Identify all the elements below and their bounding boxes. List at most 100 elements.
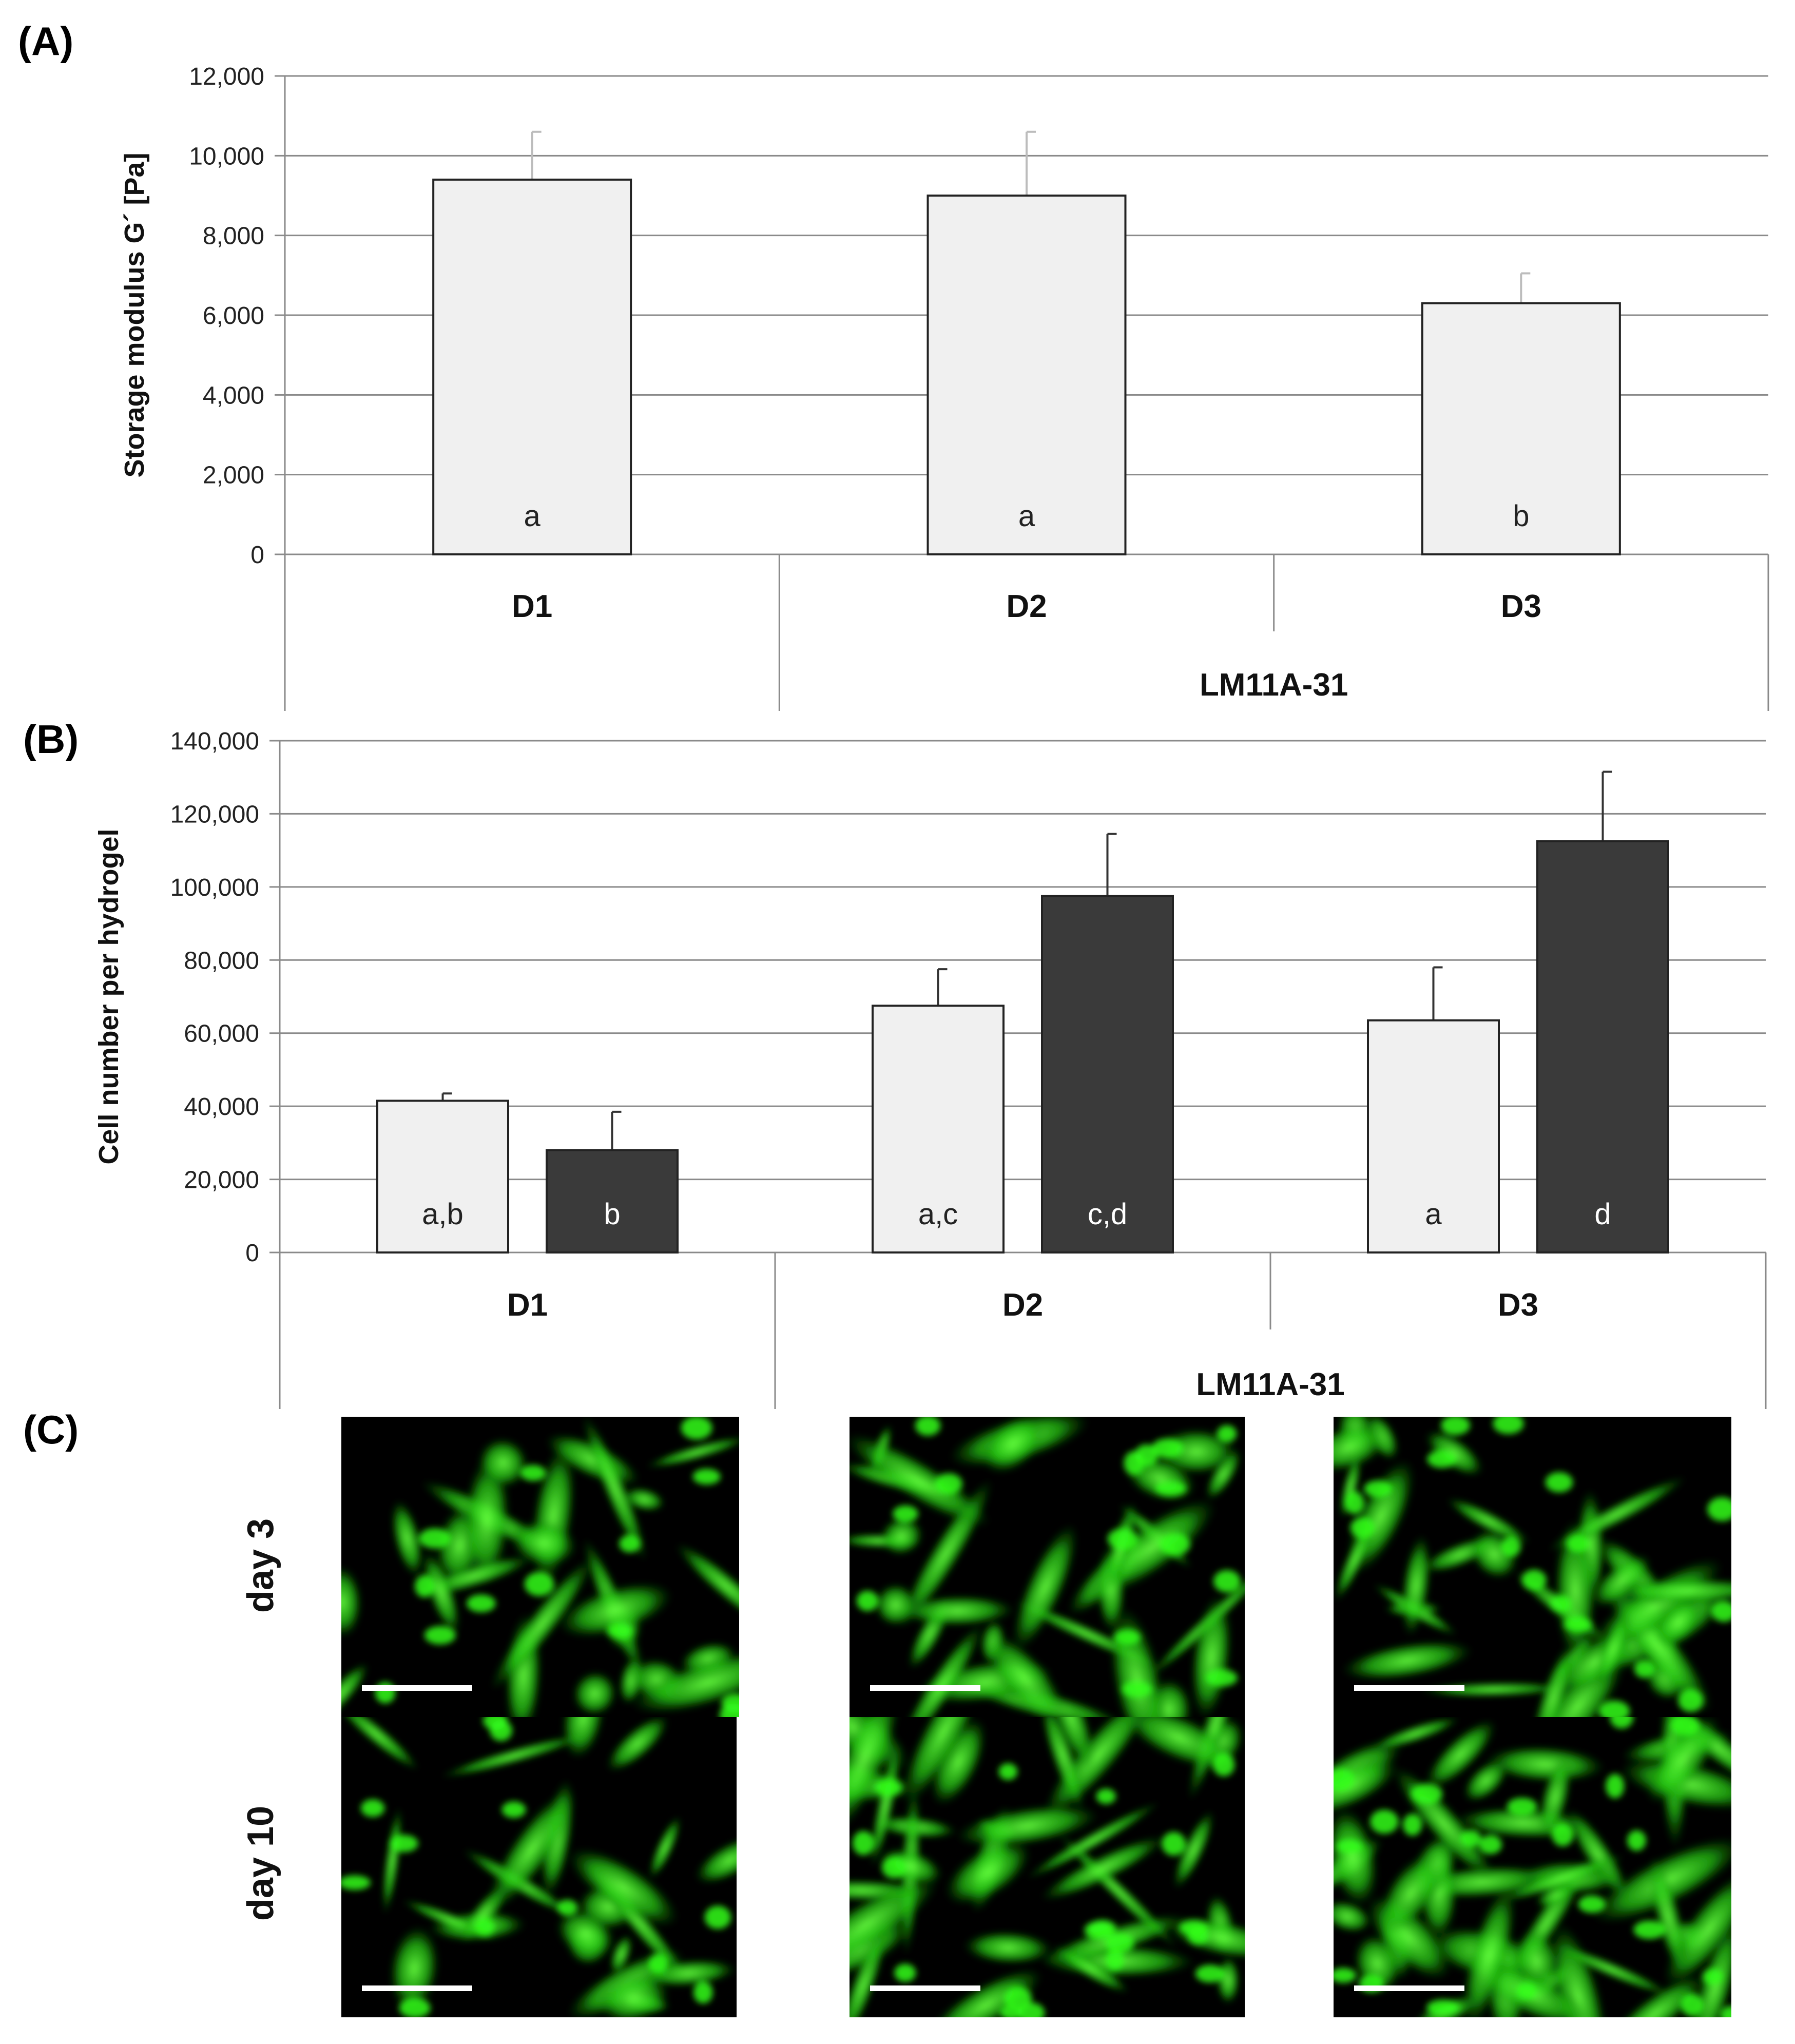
cell-nucleus [557,1899,578,1916]
cell-nucleus [1124,1451,1144,1475]
cell [1342,1641,1473,1681]
cell-nucleus [1501,1536,1521,1557]
bar [1536,840,1669,1254]
cell-layer [1334,1417,1731,1717]
cell-nucleus [1521,1569,1547,1591]
cell [1339,1454,1362,1519]
cell [981,1417,1045,1474]
cell [1446,1497,1531,1545]
row-label: day 3 [240,1518,281,1613]
cell [1047,1717,1095,1770]
cell-nucleus [419,1528,451,1549]
y-axis-title: Cell number per hydrogel [93,828,124,1164]
cell [850,1875,939,1975]
micrograph-grid: day 3 day 10 [240,1417,1731,2017]
cell-nucleus [681,1417,712,1440]
cell-nucleus [1678,1689,1704,1712]
cell-nucleus [361,1799,385,1817]
cell [1040,1836,1166,1901]
cell [1649,1857,1688,1976]
cell-nucleus [935,1473,962,1494]
cell [1425,1430,1483,1477]
y-tick-label: 0 [250,542,264,569]
cell [850,1927,887,2017]
y-tick-label: 60,000 [184,1020,259,1048]
cell [850,1717,900,1830]
cell [1646,1717,1721,1804]
cell-nucleus [1550,1595,1572,1612]
cell-nucleus [490,1720,513,1741]
y-tick-label: 4,000 [203,382,264,409]
cell [341,1566,362,1638]
cell-nucleus [1096,1788,1116,1804]
cell [870,1741,901,1868]
cell [1012,1524,1078,1651]
y-tick-label: 140,000 [170,728,259,755]
cell-nucleus [1017,2002,1045,2017]
cell-nucleus [424,1626,456,1645]
cell-nucleus [1162,1831,1186,1856]
y-tick-label: 0 [245,1240,259,1267]
y-tick-label: 10,000 [189,143,264,170]
cell [341,1717,419,1771]
bar-annotation: b [1513,499,1529,533]
cell [609,1934,633,1975]
cell [391,1500,423,1577]
bar [1041,895,1174,1254]
cell-nucleus [1507,1798,1537,1815]
bar-annotation: b [604,1198,620,1231]
cell-nucleus [1702,1968,1724,1985]
y-tick-label: 2,000 [203,462,264,489]
cell-nucleus [1426,1999,1459,2015]
cell-nucleus [1670,1717,1700,1736]
cell-nucleus [693,1981,713,2004]
cell [1122,1717,1236,1770]
cell-nucleus [607,1624,633,1639]
cell [675,1543,739,1630]
cell [945,1839,1031,1905]
cell [582,1417,647,1562]
bar [546,1149,679,1254]
cell-nucleus [1564,1617,1592,1632]
cell [1538,1756,1572,1838]
cell-nucleus [648,1954,668,1973]
cell-nucleus [1106,1949,1125,1971]
cell-nucleus [1493,1417,1524,1434]
y-tick-label: 6,000 [203,302,264,330]
cell [1591,1554,1651,1608]
cell [1497,1854,1625,1903]
cell-nucleus [881,1856,907,1879]
cell-nucleus [1107,1528,1137,1550]
cell [1401,1534,1432,1637]
bar [1367,1019,1500,1254]
cell-nucleus [619,1535,641,1553]
cell [901,1717,987,1805]
cell-nucleus [1479,1835,1502,1855]
cell [1605,1974,1705,2017]
cell-nucleus [1633,1920,1666,1939]
micrograph-tile [850,1717,1245,2017]
cell [963,1931,1053,1964]
cell-nucleus [1155,1481,1187,1496]
cell [1173,1810,1214,1889]
cell [478,1438,529,1488]
cell-nucleus [399,1998,431,2017]
cell [572,1671,617,1717]
cell-layer [341,1417,739,1717]
cell-nucleus [1084,1921,1113,1939]
cell-nucleus [1217,1425,1237,1442]
scale-bar [870,1985,980,1991]
cell-nucleus [390,1835,418,1853]
y-tick-label: 80,000 [184,947,259,974]
y-axis-title: Storage modulus G´ [Pa] [119,152,150,477]
cell-nucleus [1334,1768,1355,1791]
cell [1689,1919,1731,2017]
scale-bar [870,1685,980,1691]
cell-nucleus [1334,1968,1356,1983]
cell [556,1908,615,1959]
y-tick-label: 8,000 [203,223,264,250]
cell [1334,1423,1388,1473]
bar-annotation: a [524,499,541,533]
cell [1053,1945,1129,1994]
scale-bar [1354,1685,1464,1691]
